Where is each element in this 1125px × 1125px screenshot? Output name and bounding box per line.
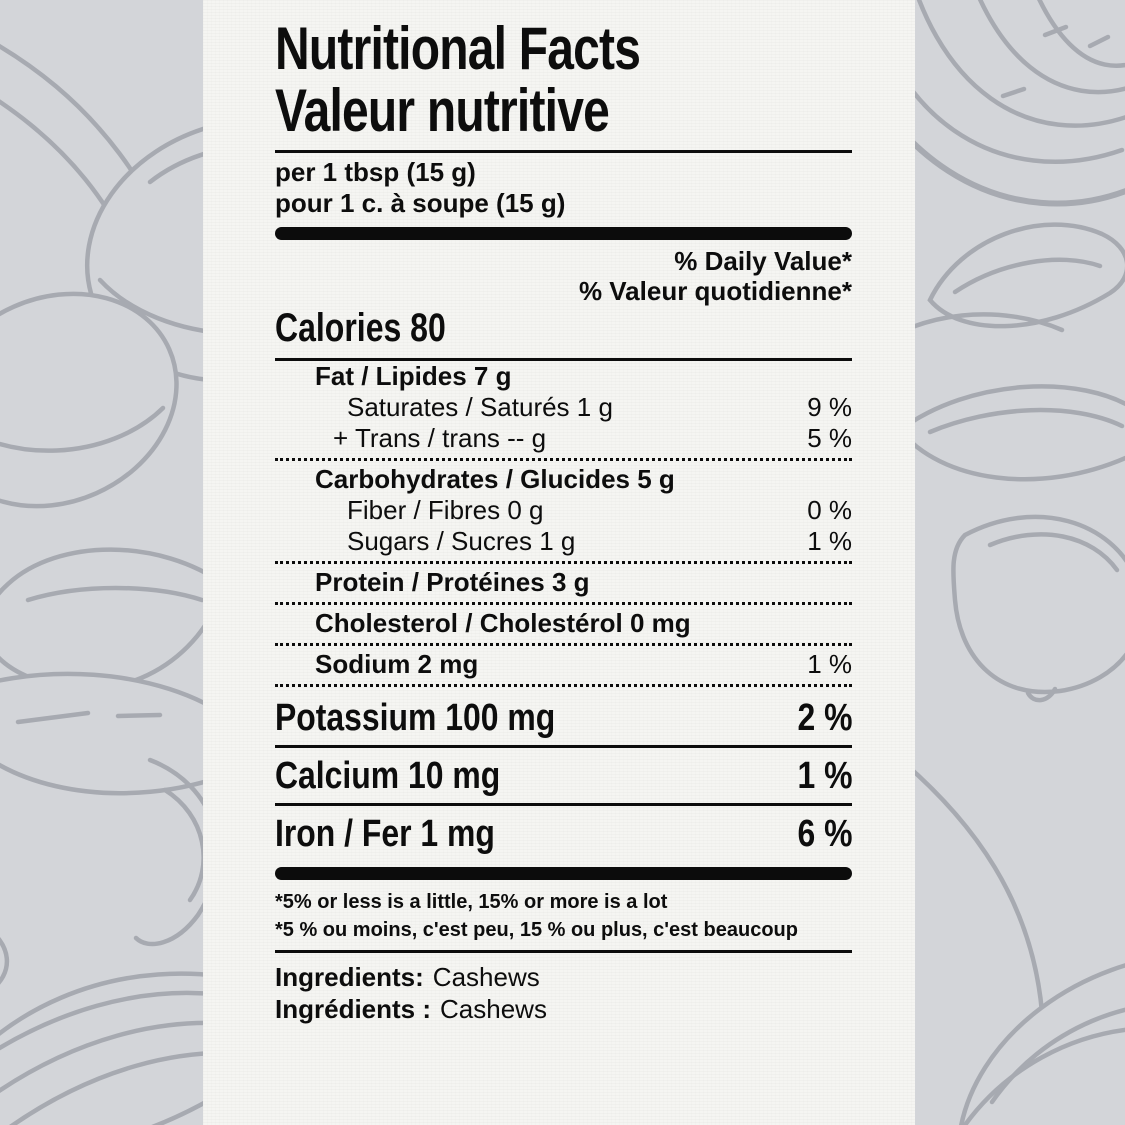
ingredients-line-en: Ingredients: Cashews bbox=[275, 962, 540, 992]
nutrition-label-panel: Nutritional Facts Valeur nutritive per 1… bbox=[203, 0, 915, 1125]
mineral-divider bbox=[275, 745, 852, 748]
daily-value-header: % Daily Value* % Valeur quotidienne* bbox=[275, 246, 852, 306]
nutrient-row-fiber: Fiber / Fibres 0 g 0 % bbox=[347, 495, 852, 525]
nutrient-row-sugars: Sugars / Sucres 1 g 1 % bbox=[347, 526, 852, 556]
thick-bar-bottom bbox=[275, 867, 852, 880]
mineral-row-potassium: Potassium 100 mg 2 % bbox=[275, 697, 852, 739]
daily-value-footnote-fr: *5 % ou moins, c'est peu, 15 % ou plus, … bbox=[275, 919, 798, 941]
nutrient-row-protein: Protein / Protéines 3 g bbox=[315, 567, 590, 597]
serving-size: per 1 tbsp (15 g) pour 1 c. à soupe (15 … bbox=[275, 157, 852, 219]
label-title-fr: Valeur nutritive bbox=[275, 77, 610, 144]
ingredients-section: Ingredients: Cashews Ingrédients : Cashews bbox=[275, 961, 852, 1025]
ingredients-divider bbox=[275, 950, 852, 953]
dotted-divider bbox=[275, 458, 852, 461]
title-divider bbox=[275, 150, 852, 153]
nutrient-row-cholesterol: Cholesterol / Cholestérol 0 mg bbox=[315, 608, 691, 638]
serving-size-en: per 1 tbsp (15 g) bbox=[275, 157, 476, 187]
label-title-en: Nutritional Facts bbox=[275, 15, 641, 82]
ingredients-line-fr: Ingrédients : Cashews bbox=[275, 994, 547, 1024]
dotted-divider bbox=[275, 643, 852, 646]
thick-bar-top bbox=[275, 227, 852, 240]
daily-value-header-fr: % Valeur quotidienne* bbox=[578, 276, 852, 306]
label-content: Nutritional Facts Valeur nutritive per 1… bbox=[203, 0, 915, 1025]
nutrient-row-trans: + Trans / trans -- g 5 % bbox=[333, 423, 852, 453]
calories-row: Calories 80 bbox=[275, 308, 852, 357]
mineral-row-iron: Iron / Fer 1 mg 6 % bbox=[275, 813, 852, 855]
label-title: Nutritional Facts Valeur nutritive bbox=[275, 18, 852, 142]
dotted-divider bbox=[275, 602, 852, 605]
daily-value-footnote: *5% or less is a little, 15% or more is … bbox=[275, 888, 852, 944]
dotted-divider bbox=[275, 684, 852, 687]
mineral-divider bbox=[275, 803, 852, 806]
dotted-divider bbox=[275, 561, 852, 564]
mineral-row-calcium: Calcium 10 mg 1 % bbox=[275, 755, 852, 797]
daily-value-header-en: % Daily Value* bbox=[674, 246, 852, 276]
nutrient-row-saturates: Saturates / Saturés 1 g 9 % bbox=[347, 392, 852, 422]
nutrient-row-fat: Fat / Lipides 7 g bbox=[315, 361, 512, 391]
daily-value-footnote-en: *5% or less is a little, 15% or more is … bbox=[275, 891, 668, 913]
nutrient-row-sodium: Sodium 2 mg 1 % bbox=[315, 649, 852, 679]
nutrient-row-carbohydrates: Carbohydrates / Glucides 5 g bbox=[315, 464, 675, 494]
calories-value: Calories 80 bbox=[275, 306, 446, 350]
calories-divider bbox=[275, 358, 852, 361]
serving-size-fr: pour 1 c. à soupe (15 g) bbox=[275, 188, 566, 218]
